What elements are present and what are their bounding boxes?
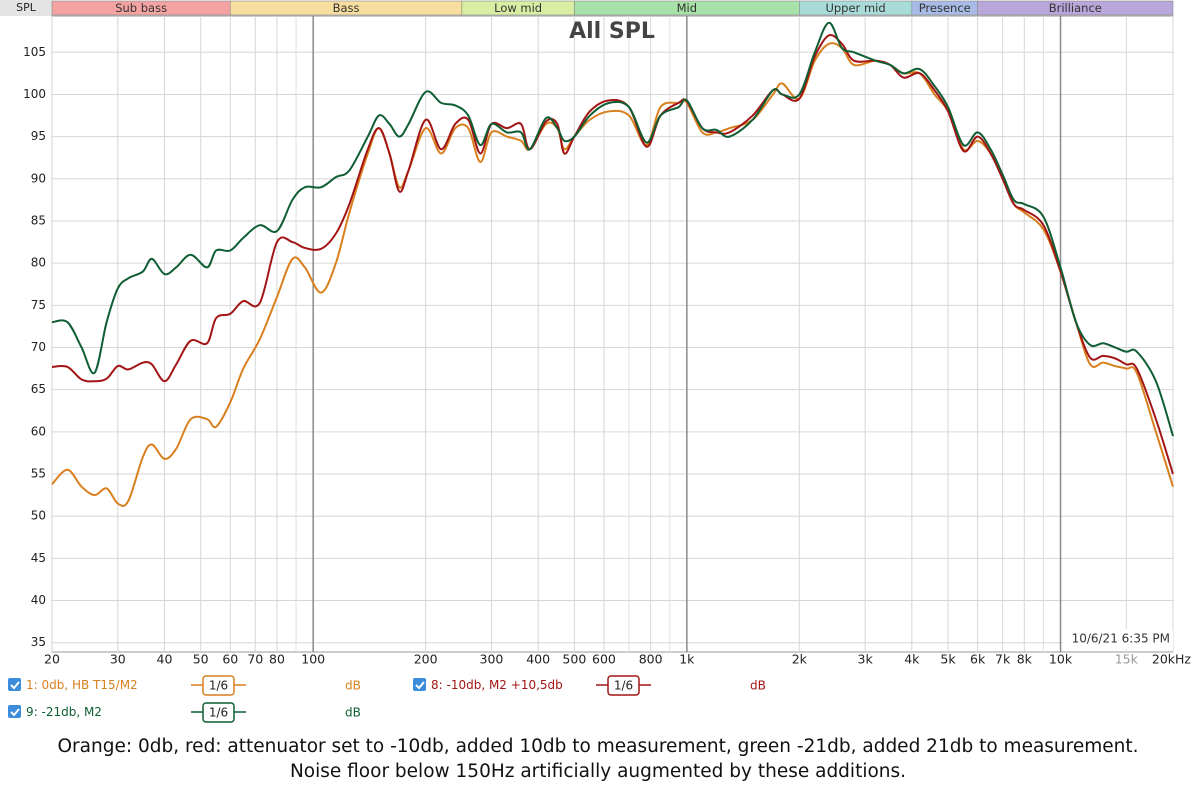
x-tick-label: 600: [592, 652, 616, 667]
y-tick-label: 45: [31, 551, 46, 565]
smoothing-label: 1/6: [209, 706, 228, 720]
band-label: Upper mid: [825, 1, 885, 15]
x-tick-label: 400: [526, 652, 550, 667]
x-tick-label: 300: [480, 652, 504, 667]
x-tick-label: 50: [193, 652, 209, 667]
x-tick-label: 80: [269, 652, 285, 667]
x-tick-label: 3k: [858, 652, 874, 667]
legend-label: 9: -21db, M2: [26, 705, 102, 719]
y-tick-label: 55: [31, 467, 46, 481]
x-tick-label: 70: [247, 652, 263, 667]
x-tick-label: 7k: [995, 652, 1011, 667]
x-tick-label: 800: [639, 652, 663, 667]
smoothing-box[interactable]: [202, 702, 235, 723]
unit-label: dB: [345, 679, 361, 693]
band-label: Bass: [333, 1, 360, 15]
x-tick-label: 4k: [904, 652, 920, 667]
band-label: Presence: [919, 1, 971, 15]
caption-line: Noise floor below 150Hz artificially aug…: [290, 761, 906, 782]
y-tick-label: 40: [31, 593, 46, 607]
x-tick-label: 60: [222, 652, 238, 667]
smoothing-label: 1/6: [209, 679, 228, 693]
y-tick-label: 100: [23, 87, 46, 101]
checkmark: [415, 681, 425, 690]
y-tick-label: 60: [31, 424, 46, 438]
x-tick-label: 15k: [1115, 652, 1139, 667]
y-tick-label: 65: [31, 382, 46, 396]
caption-line: Orange: 0db, red: attenuator set to -10d…: [58, 736, 1139, 757]
x-tick-label: 20kHz: [1152, 652, 1192, 667]
y-tick-label: 85: [31, 213, 46, 227]
x-tick-label: 500: [562, 652, 586, 667]
band-label: Low mid: [494, 1, 542, 15]
chart-title: All SPL: [569, 19, 655, 44]
y-axis-label: SPL: [16, 1, 37, 14]
y-tick-label: 50: [31, 509, 46, 523]
x-tick-label: 1k: [679, 652, 695, 667]
checkmark: [10, 681, 20, 690]
spl-curve: [51, 21, 1174, 437]
band-label: Sub bass: [115, 1, 167, 15]
y-tick-label: 90: [31, 171, 46, 185]
x-tick-label: 2k: [792, 652, 808, 667]
smoothing-box[interactable]: [607, 675, 640, 696]
y-tick-label: 70: [31, 340, 46, 354]
x-tick-label: 20: [44, 652, 60, 667]
unit-label: dB: [750, 679, 766, 693]
x-tick-label: 40: [157, 652, 173, 667]
x-tick-label: 8k: [1017, 652, 1033, 667]
y-tick-label: 35: [31, 635, 46, 649]
checkmark: [10, 708, 20, 717]
legend-checkbox[interactable]: [8, 705, 21, 718]
y-tick-label: 75: [31, 298, 46, 312]
legend-checkbox[interactable]: [413, 678, 426, 691]
unit-label: dB: [345, 706, 361, 720]
timestamp-box: [1063, 629, 1173, 649]
band-label: Brilliance: [1049, 1, 1102, 15]
band-label: Mid: [677, 1, 697, 15]
x-tick-label: 200: [414, 652, 438, 667]
y-tick-label: 105: [23, 45, 46, 59]
legend-checkbox[interactable]: [8, 678, 21, 691]
x-tick-label: 10k: [1049, 652, 1073, 667]
x-tick-label: 100: [301, 652, 325, 667]
x-tick-label: 5k: [940, 652, 956, 667]
band: [977, 0, 1174, 16]
x-tick-label: 30: [110, 652, 126, 667]
x-tick-label: 6k: [970, 652, 986, 667]
y-label-box: [0, 0, 52, 16]
legend-label: 8: -10db, M2 +10,5db: [431, 678, 563, 692]
smoothing-box[interactable]: [202, 675, 235, 696]
plot-area: [51, 15, 1174, 653]
legend-label: 1: 0db, HB T15/M2: [26, 678, 138, 692]
timestamp: 10/6/21 6:35 PM: [1072, 632, 1170, 646]
smoothing-label: 1/6: [614, 679, 633, 693]
y-tick-label: 95: [31, 129, 46, 143]
y-tick-label: 80: [31, 256, 46, 270]
